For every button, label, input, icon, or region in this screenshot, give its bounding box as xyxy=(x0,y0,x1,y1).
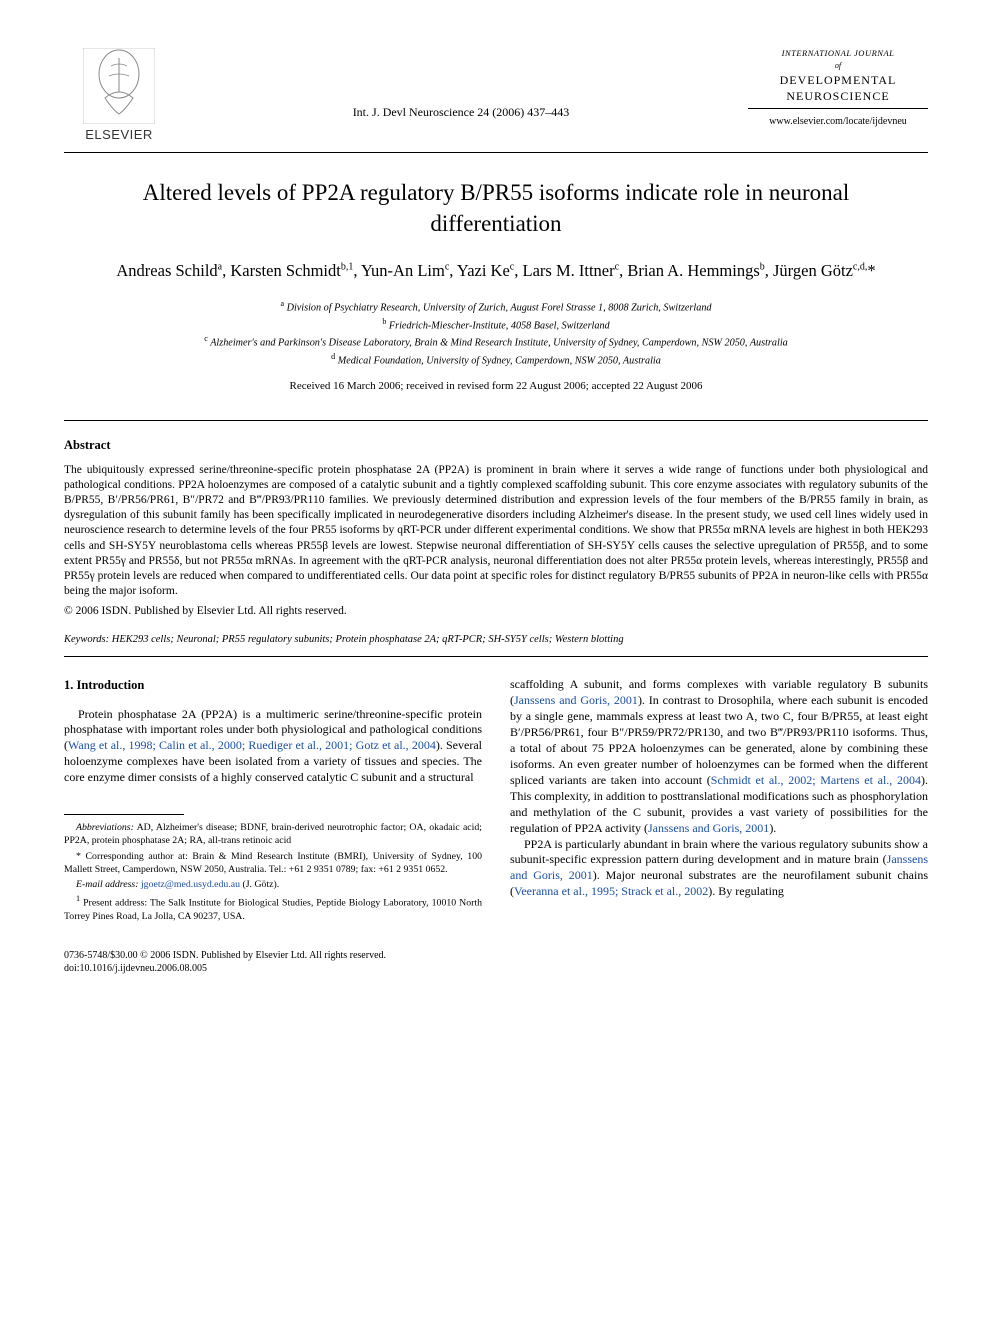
footnotes: Abbreviations: AD, Alzheimer's disease; … xyxy=(64,821,482,923)
publisher-block: ELSEVIER xyxy=(64,48,174,144)
journal-rule xyxy=(748,108,928,109)
abstract-heading: Abstract xyxy=(64,437,928,455)
abstract-copyright: © 2006 ISDN. Published by Elsevier Ltd. … xyxy=(64,603,928,619)
affiliation-c-text: Alzheimer's and Parkinson's Disease Labo… xyxy=(210,338,788,349)
footer-row: 0736-5748/$30.00 © 2006 ISDN. Published … xyxy=(64,949,928,975)
journal-block: INTERNATIONAL JOURNAL of DEVELOPMENTAL N… xyxy=(748,48,928,129)
present-text: Present address: The Salk Institute for … xyxy=(64,898,482,922)
footnote-present-address: 1 Present address: The Salk Institute fo… xyxy=(64,893,482,923)
intro-r1-d: ). xyxy=(769,821,776,835)
citation-schmidt[interactable]: Schmidt et al., 2002; Martens et al., 20… xyxy=(711,773,921,787)
present-label: 1 xyxy=(76,894,80,903)
affiliation-d-text: Medical Foundation, University of Sydney… xyxy=(338,355,661,366)
email-address[interactable]: jgoetz@med.usyd.edu.au xyxy=(141,879,240,890)
right-column: scaffolding A subunit, and forms complex… xyxy=(510,677,928,925)
intro-r2-a: PP2A is particularly abundant in brain w… xyxy=(510,837,928,867)
affiliation-b-text: Friedrich-Miescher-Institute, 4058 Basel… xyxy=(389,320,610,331)
affiliation-c: c Alzheimer's and Parkinson's Disease La… xyxy=(64,333,928,351)
article-title: Altered levels of PP2A regulatory B/PR55… xyxy=(124,177,868,239)
intro-heading: 1. Introduction xyxy=(64,677,482,695)
citation-janssens-2[interactable]: Janssens and Goris, 2001 xyxy=(648,821,769,835)
abstract-block: Abstract The ubiquitously expressed seri… xyxy=(64,437,928,619)
email-label: E-mail address: xyxy=(76,879,139,890)
body-columns: 1. Introduction Protein phosphatase 2A (… xyxy=(64,677,928,925)
keywords-line: Keywords: HEK293 cells; Neuronal; PR55 r… xyxy=(64,633,928,648)
footnote-rule xyxy=(64,814,184,815)
citation-janssens-1[interactable]: Janssens and Goris, 2001 xyxy=(514,693,638,707)
intro-paragraph-right-1: scaffolding A subunit, and forms complex… xyxy=(510,677,928,837)
keywords-label: Keywords: xyxy=(64,634,109,645)
citation-wang[interactable]: Wang et al., 1998; Calin et al., 2000; R… xyxy=(68,738,436,752)
journal-title-line1: DEVELOPMENTAL xyxy=(748,73,928,87)
doi-line: doi:10.1016/j.ijdevneu.2006.08.005 xyxy=(64,962,386,975)
abstract-bottom-rule xyxy=(64,656,928,657)
publisher-name: ELSEVIER xyxy=(85,126,153,144)
journal-intl-label: INTERNATIONAL JOURNAL xyxy=(748,48,928,60)
affiliation-a-text: Division of Psychiatry Research, Univers… xyxy=(287,302,712,313)
intro-r2-c: ). By regulating xyxy=(708,884,784,898)
journal-of-label: of xyxy=(748,60,928,71)
footnote-email: E-mail address: jgoetz@med.usyd.edu.au (… xyxy=(64,878,482,891)
abbrev-label: Abbreviations: xyxy=(76,822,134,833)
journal-url: www.elsevier.com/locate/ijdevneu xyxy=(748,115,928,129)
top-rule xyxy=(64,152,928,153)
affiliation-b: b Friedrich-Miescher-Institute, 4058 Bas… xyxy=(64,316,928,334)
header-row: ELSEVIER Int. J. Devl Neuroscience 24 (2… xyxy=(64,48,928,144)
authors-list: Andreas Schilda, Karsten Schmidtb,1, Yun… xyxy=(104,259,888,284)
footnote-abbrev: Abbreviations: AD, Alzheimer's disease; … xyxy=(64,821,482,847)
affiliation-d: d Medical Foundation, University of Sydn… xyxy=(64,351,928,369)
journal-title-line2: NEUROSCIENCE xyxy=(748,89,928,103)
email-suffix: (J. Götz). xyxy=(242,879,279,890)
abstract-text: The ubiquitously expressed serine/threon… xyxy=(64,463,928,600)
journal-reference: Int. J. Devl Neuroscience 24 (2006) 437–… xyxy=(174,48,748,121)
issn-line: 0736-5748/$30.00 © 2006 ISDN. Published … xyxy=(64,949,386,962)
doi-block: 0736-5748/$30.00 © 2006 ISDN. Published … xyxy=(64,949,386,975)
abstract-top-rule xyxy=(64,420,928,421)
affiliations: a Division of Psychiatry Research, Unive… xyxy=(64,298,928,369)
intro-paragraph-left: Protein phosphatase 2A (PP2A) is a multi… xyxy=(64,707,482,787)
affiliation-a: a Division of Psychiatry Research, Unive… xyxy=(64,298,928,316)
elsevier-logo-icon xyxy=(83,48,155,124)
left-column: 1. Introduction Protein phosphatase 2A (… xyxy=(64,677,482,925)
keywords-text: HEK293 cells; Neuronal; PR55 regulatory … xyxy=(112,634,624,645)
intro-paragraph-right-2: PP2A is particularly abundant in brain w… xyxy=(510,837,928,901)
citation-veeranna[interactable]: Veeranna et al., 1995; Strack et al., 20… xyxy=(514,884,708,898)
footnote-corresponding: * Corresponding author at: Brain & Mind … xyxy=(64,850,482,876)
article-history: Received 16 March 2006; received in revi… xyxy=(64,379,928,394)
